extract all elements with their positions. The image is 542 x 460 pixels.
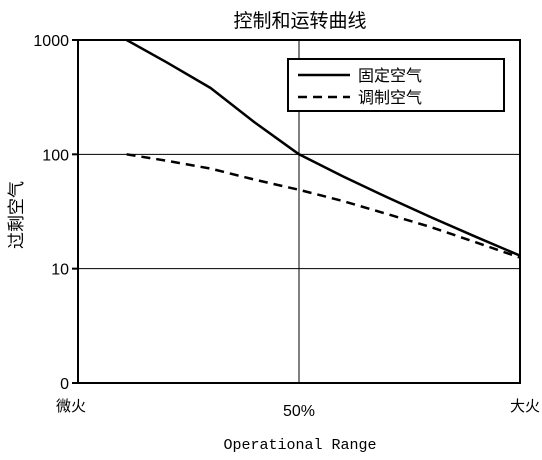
legend-box (287, 58, 505, 112)
x-axis-label: Operational Range (223, 437, 376, 454)
series-line-modulating-air (126, 153, 521, 259)
x-tick-labels: 微火 50% 大火 (56, 397, 540, 420)
y-tick-label: 10 (51, 262, 69, 279)
x-tick-label: 大火 (510, 397, 540, 415)
plot-frame (77, 39, 521, 384)
x-tick-label: 50% (283, 403, 315, 420)
series-lines (125, 38, 521, 259)
y-tick-label: 0 (60, 376, 69, 393)
y-tick-label: 1000 (33, 33, 69, 50)
y-axis-label: 过剩空气 (7, 181, 27, 249)
legend-label: 调制空气 (358, 88, 422, 107)
x-tick-label: 微火 (56, 397, 86, 415)
chart-title: 控制和运转曲线 (233, 10, 366, 32)
series-line-fixed-air (125, 38, 521, 257)
y-tick-labels: 0 10 100 1000 (33, 33, 78, 393)
y-tick-label: 100 (42, 147, 69, 164)
legend-label: 固定空气 (358, 66, 422, 85)
